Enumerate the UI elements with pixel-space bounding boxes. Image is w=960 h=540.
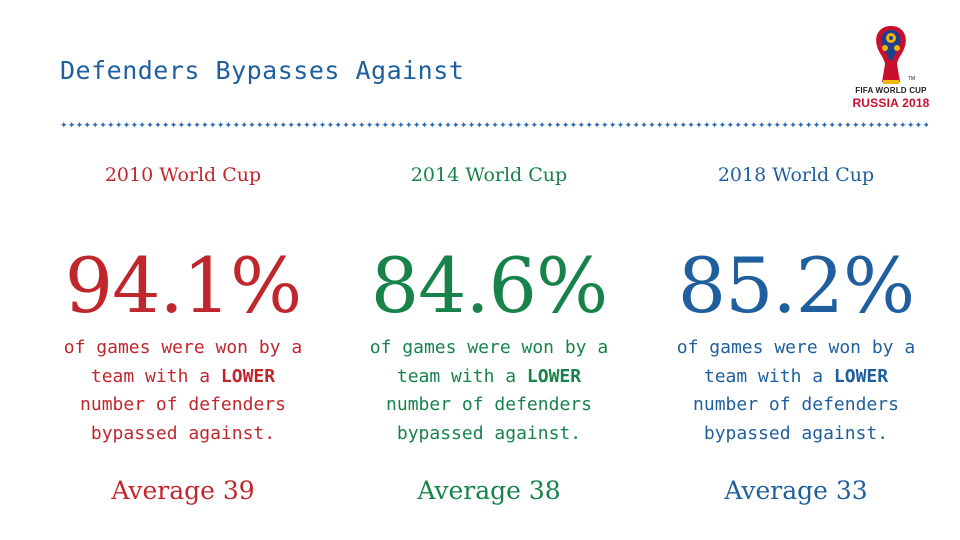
- description-line: of games were won by a: [369, 337, 609, 358]
- description-text: team with a: [703, 365, 834, 387]
- column-heading: 2014 World Cup: [410, 164, 568, 186]
- dotted-divider: ✦✦✦✦✦✦✦✦✦✦✦✦✦✦✦✦✦✦✦✦✦✦✦✦✦✦✦✦✦✦✦✦✦✦✦✦✦✦✦✦…: [60, 121, 928, 131]
- emphasis-text: LOWER: [526, 365, 582, 387]
- stat-column-2018: 2018 World Cup 85.2% of games were won b…: [656, 160, 936, 505]
- description: of games were won by a team with a LOWER…: [349, 334, 629, 448]
- description-line: of games were won by a: [676, 337, 916, 358]
- emphasis-text: LOWER: [220, 365, 276, 387]
- description: of games were won by a team with a LOWER…: [43, 334, 323, 448]
- description-line: bypassed against.: [703, 422, 889, 444]
- column-heading: 2018 World Cup: [717, 164, 875, 186]
- description-line: team with a LOWER: [656, 363, 936, 392]
- emphasis-text: LOWER: [833, 365, 889, 387]
- description-line: number of defenders: [80, 394, 286, 415]
- stat-column-2010: 2010 World Cup 94.1% of games were won b…: [43, 160, 323, 505]
- average-value: Average 38: [417, 476, 561, 505]
- description-line: of games were won by a: [63, 337, 303, 358]
- description-text: team with a: [396, 365, 527, 387]
- description-line: team with a LOWER: [349, 363, 629, 392]
- description-text: team with a: [90, 365, 221, 387]
- percent-value: 94.1%: [64, 241, 302, 330]
- percent-value: 85.2%: [677, 241, 915, 330]
- slide-title: Defenders Bypasses Against: [60, 56, 465, 85]
- logo-line-1: FIFA WORLD CUP: [855, 86, 927, 95]
- average-value: Average 39: [111, 476, 255, 505]
- stat-column-2014: 2014 World Cup 84.6% of games were won b…: [349, 160, 629, 505]
- logo-line-2: RUSSIA 2018: [852, 96, 930, 110]
- svg-text:TM: TM: [908, 76, 915, 82]
- average-value: Average 33: [724, 476, 868, 505]
- world-cup-logo: TM FIFA WORLD CUP RUSSIA 2018: [846, 24, 936, 114]
- trophy-emblem-icon: TM: [876, 26, 915, 84]
- description-line: bypassed against.: [396, 422, 582, 444]
- percent-value: 84.6%: [370, 241, 608, 330]
- description: of games were won by a team with a LOWER…: [656, 334, 936, 448]
- description-line: bypassed against.: [90, 422, 276, 444]
- description-line: number of defenders: [693, 394, 899, 415]
- column-heading: 2010 World Cup: [104, 164, 262, 186]
- description-line: team with a LOWER: [43, 363, 323, 392]
- description-line: number of defenders: [386, 394, 592, 415]
